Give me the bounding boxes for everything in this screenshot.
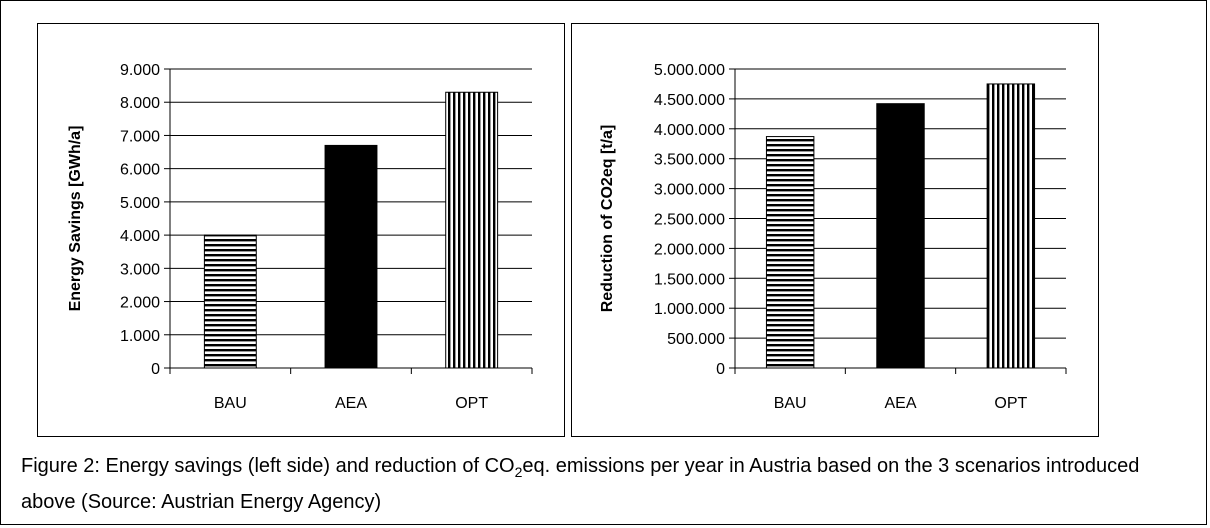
bar-aea xyxy=(876,103,925,369)
x-tick-label: BAU xyxy=(774,395,807,412)
y-tick-label: 5.000.000 xyxy=(654,62,725,79)
figure-caption: Figure 2: Energy savings (left side) and… xyxy=(21,451,1191,517)
y-tick-label: 500.000 xyxy=(667,331,725,348)
y-tick-label: 2.000 xyxy=(120,295,160,312)
bar-bau xyxy=(765,136,815,369)
y-tick-label: 3.000.000 xyxy=(654,182,725,199)
x-tick-label: OPT xyxy=(994,395,1027,412)
x-tick-label: BAU xyxy=(214,395,247,412)
y-tick-label: 2.500.000 xyxy=(654,212,725,229)
energy-savings-chart: 0 1.000 2.000 3.000 4.000 5.000 6.000 7.000 8.00… xyxy=(37,23,565,437)
x-tick-label: OPT xyxy=(455,395,488,412)
x-tick-label: AEA xyxy=(884,395,916,412)
y-tick-label: 1.500.000 xyxy=(654,271,725,288)
caption-subscript: 2 xyxy=(514,464,523,480)
y-axis-title: Reduction of CO2eq [t/a] xyxy=(599,125,616,313)
bar-opt xyxy=(986,83,1036,369)
bar-aea xyxy=(324,144,378,369)
co2-reduction-chart: 0 500.000 1.000.000 1.500.000 2.000.000 2.500… xyxy=(571,23,1099,437)
y-tick-label: 3.000 xyxy=(120,261,160,278)
y-tick-label: 0 xyxy=(151,361,160,378)
y-tick-label: 4.000 xyxy=(120,228,160,245)
co2-reduction-chart-svg: 0 500.000 1.000.000 1.500.000 2.000.000 2.500… xyxy=(599,62,1067,412)
y-tick-label: 7.000 xyxy=(120,128,160,145)
y-tick-label: 3.500.000 xyxy=(654,152,725,169)
bar-opt xyxy=(445,91,499,369)
bar-bau xyxy=(203,234,257,369)
y-tick-label: 6.000 xyxy=(120,162,160,179)
energy-savings-chart-svg: 0 1.000 2.000 3.000 4.000 5.000 6.000 7.000 8.00… xyxy=(67,62,533,412)
y-axis-title: Energy Savings [GWh/a] xyxy=(67,126,84,312)
x-tick-label: AEA xyxy=(335,395,367,412)
y-tick-label: 4.000.000 xyxy=(654,122,725,139)
y-tick-label: 9.000 xyxy=(120,62,160,79)
y-tick-label: 4.500.000 xyxy=(654,92,725,109)
y-tick-label: 1.000.000 xyxy=(654,301,725,318)
y-tick-label: 5.000 xyxy=(120,195,160,212)
caption-text-2: eq. emissions per year in Austria based … xyxy=(21,455,1140,513)
y-tick-label: 1.000 xyxy=(120,328,160,345)
y-tick-label: 8.000 xyxy=(120,95,160,112)
y-tick-label: 2.000.000 xyxy=(654,241,725,258)
caption-text-1: Figure 2: Energy savings (left side) and… xyxy=(21,455,515,477)
y-tick-label: 0 xyxy=(716,361,725,378)
